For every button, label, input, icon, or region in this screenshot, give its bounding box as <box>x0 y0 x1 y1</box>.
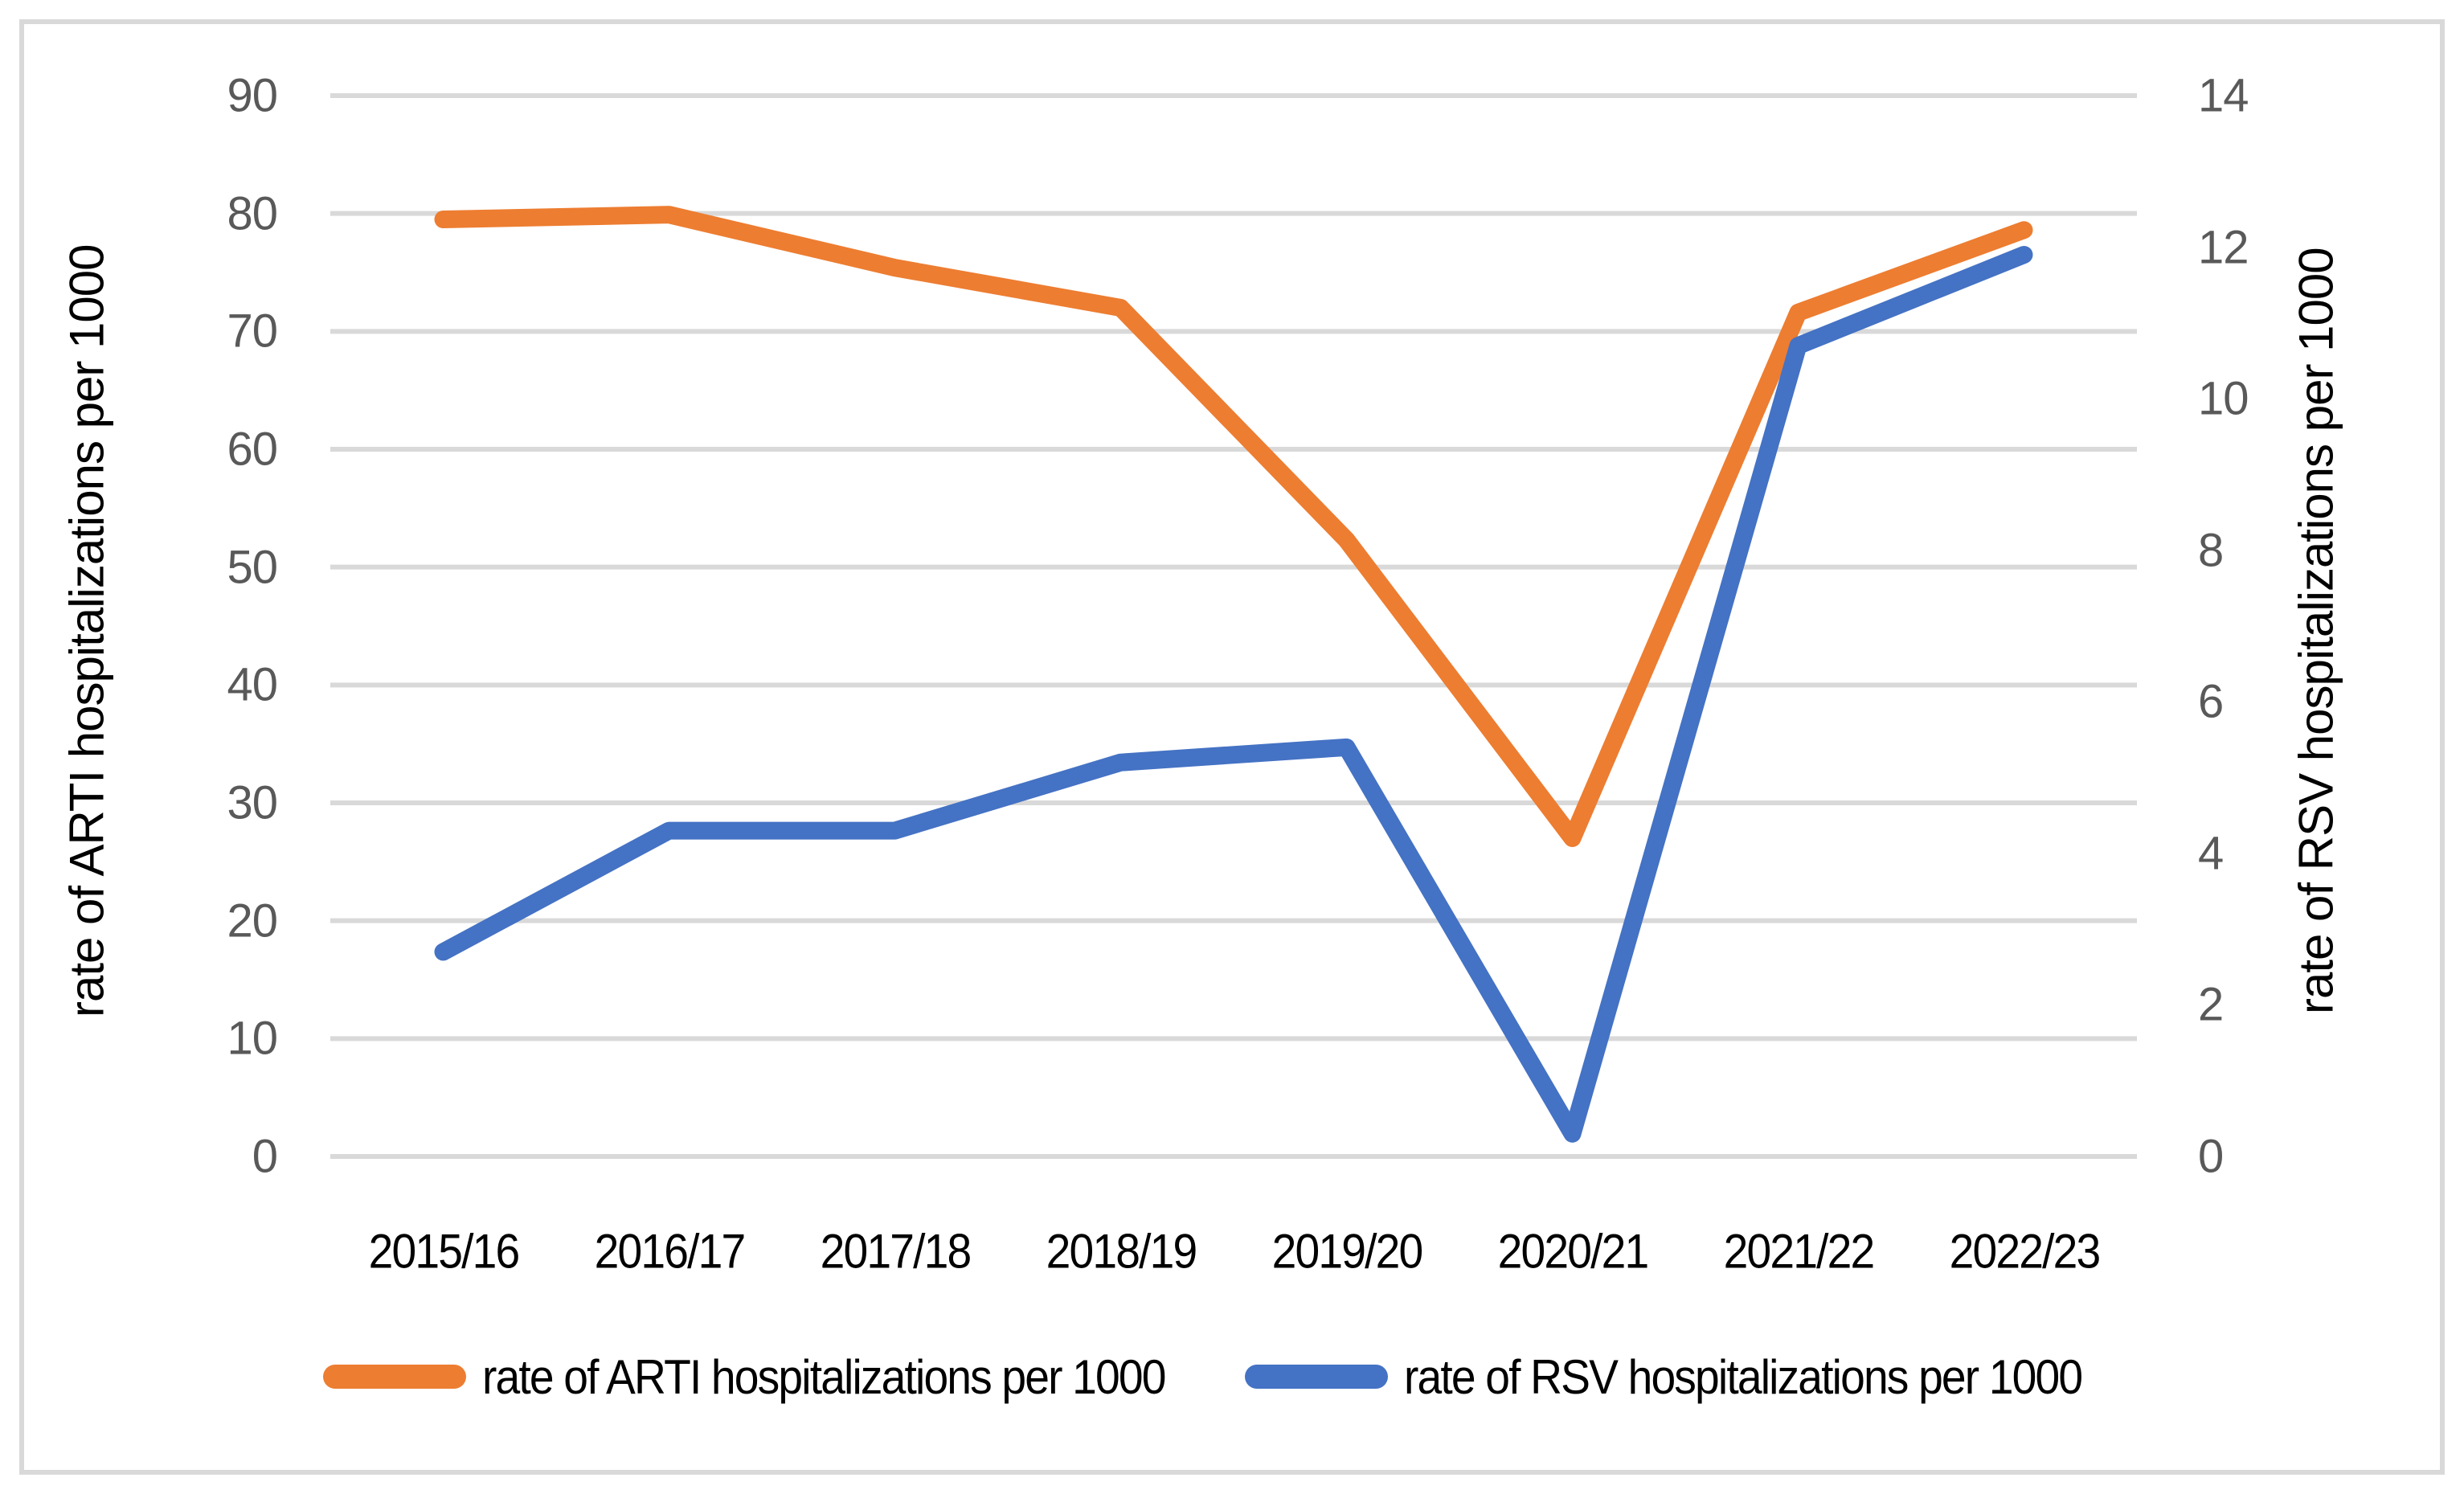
y-axis-tick-left: 80 <box>227 187 278 240</box>
x-axis-label: 2016/17 <box>594 1224 745 1279</box>
y-axis-tick-left: 40 <box>227 658 278 711</box>
left-axis-ticks: 0 10 20 30 40 50 60 70 80 90 <box>0 0 278 1494</box>
x-axis-label: 2019/20 <box>1271 1224 1422 1279</box>
y-axis-tick-left: 10 <box>227 1012 278 1065</box>
legend-label-arti: rate of ARTI hospitalizations per 1000 <box>481 1349 1166 1404</box>
x-axis-label: 2018/19 <box>1046 1224 1197 1279</box>
legend-marker-rsv-icon <box>1245 1365 1389 1389</box>
y-axis-tick-right: 2 <box>2198 978 2224 1031</box>
series-line-arti <box>434 206 2033 847</box>
x-axis-label: 2020/21 <box>1497 1224 1648 1279</box>
series-line-rsv <box>434 246 2033 1143</box>
x-axis-label: 2022/23 <box>1949 1224 2100 1279</box>
y-axis-tick-left: 30 <box>227 776 278 829</box>
y-axis-tick-right: 10 <box>2198 372 2249 425</box>
y-axis-tick-right: 8 <box>2198 524 2224 577</box>
y-axis-tick-right: 14 <box>2198 69 2249 122</box>
y-axis-tick-left: 50 <box>227 541 278 594</box>
x-axis-label: 2017/18 <box>820 1224 971 1279</box>
y-axis-tick-right: 6 <box>2198 675 2224 728</box>
y-axis-tick-left: 90 <box>227 69 278 122</box>
y-axis-tick-left: 70 <box>227 305 278 358</box>
y-axis-tick-right: 4 <box>2198 827 2224 880</box>
legend-entry-rsv: rate of RSV hospitalizations per 1000 <box>1245 1349 2141 1405</box>
y-axis-tick-left: 60 <box>227 423 278 476</box>
y-axis-tick-left: 20 <box>227 894 278 948</box>
x-axis-label: 2015/16 <box>368 1224 519 1279</box>
right-axis-title: rate of RSV hospitalizations per 1000 <box>2289 248 2343 1014</box>
y-axis-tick-left: 0 <box>252 1130 278 1183</box>
left-axis-title: rate of ARTI hospitalizations per 1000 <box>59 244 114 1017</box>
legend-marker-arti-icon <box>322 1365 466 1389</box>
legend: rate of ARTI hospitalizations per 1000 r… <box>0 1341 2464 1413</box>
legend-entry-arti: rate of ARTI hospitalizations per 1000 <box>322 1349 1225 1405</box>
y-axis-tick-right: 0 <box>2198 1130 2224 1183</box>
right-axis-ticks: 0 2 4 6 8 10 12 14 <box>2198 0 2455 1494</box>
legend-label-rsv: rate of RSV hospitalizations per 1000 <box>1404 1349 2083 1404</box>
y-axis-tick-right: 12 <box>2198 221 2249 274</box>
x-axis-label: 2021/22 <box>1723 1224 1874 1279</box>
